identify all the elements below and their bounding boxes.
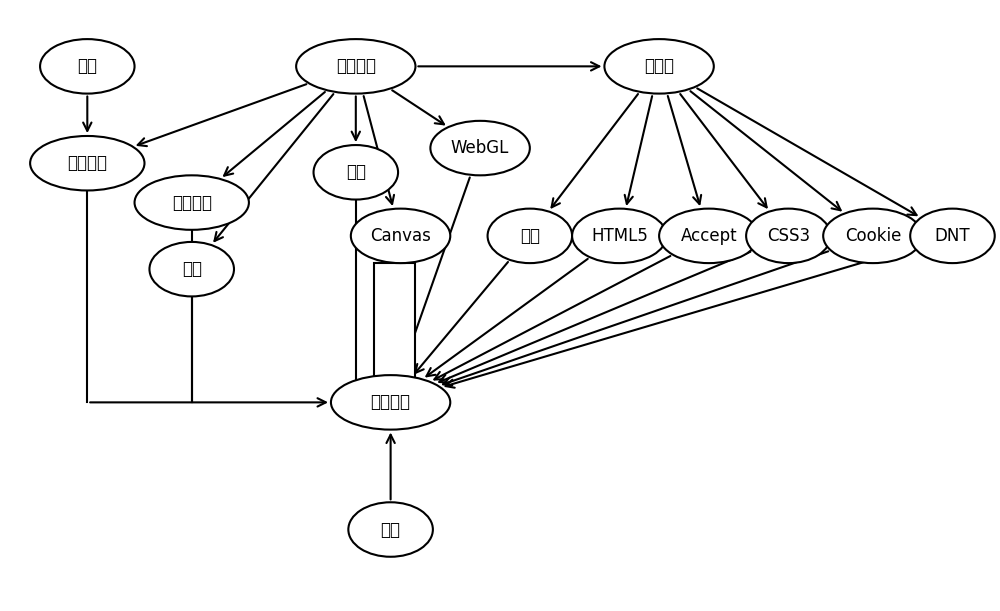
Text: DNT: DNT <box>935 227 970 245</box>
Ellipse shape <box>331 375 450 430</box>
Ellipse shape <box>746 208 831 263</box>
Ellipse shape <box>351 208 450 263</box>
Text: 浏览器: 浏览器 <box>644 57 674 75</box>
Text: HTML5: HTML5 <box>591 227 648 245</box>
Ellipse shape <box>910 208 995 263</box>
Text: 屏幕: 屏幕 <box>77 57 97 75</box>
Text: CSS3: CSS3 <box>767 227 810 245</box>
Text: Cookie: Cookie <box>845 227 901 245</box>
Ellipse shape <box>40 39 135 93</box>
Text: 指纹匹配: 指纹匹配 <box>371 393 411 411</box>
Text: Canvas: Canvas <box>370 227 431 245</box>
Ellipse shape <box>659 208 759 263</box>
Text: WebGL: WebGL <box>451 139 509 157</box>
Text: 语言: 语言 <box>182 260 202 278</box>
Ellipse shape <box>572 208 667 263</box>
Ellipse shape <box>296 39 415 93</box>
Text: 插件: 插件 <box>520 227 540 245</box>
Ellipse shape <box>314 145 398 200</box>
Text: 操作系统: 操作系统 <box>336 57 376 75</box>
Ellipse shape <box>149 242 234 296</box>
Ellipse shape <box>823 208 923 263</box>
Ellipse shape <box>488 208 572 263</box>
Ellipse shape <box>604 39 714 93</box>
Ellipse shape <box>30 136 144 191</box>
Text: 时区: 时区 <box>381 521 401 538</box>
Text: 颜色深度: 颜色深度 <box>67 154 107 172</box>
Text: Accept: Accept <box>681 227 737 245</box>
Ellipse shape <box>135 175 249 230</box>
Ellipse shape <box>348 502 433 557</box>
Text: 字体: 字体 <box>346 163 366 181</box>
Bar <box>374 263 415 390</box>
Ellipse shape <box>430 121 530 175</box>
Text: 设备型号: 设备型号 <box>172 194 212 211</box>
